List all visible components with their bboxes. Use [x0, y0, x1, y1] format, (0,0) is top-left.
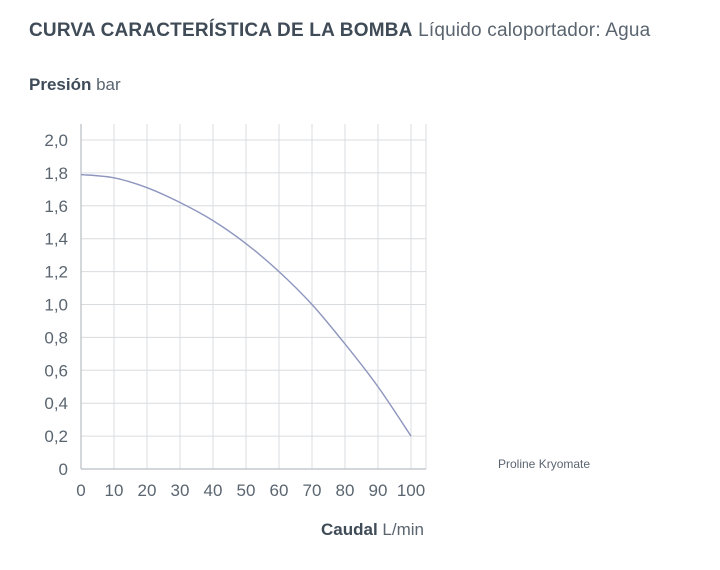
- x-tick-label: 0: [76, 481, 85, 500]
- x-axis-label-name: Caudal: [321, 520, 378, 539]
- y-tick-label: 1,2: [44, 263, 68, 282]
- y-tick-label: 2,0: [44, 131, 68, 150]
- x-tick-label: 10: [105, 481, 124, 500]
- x-tick-label: 30: [171, 481, 190, 500]
- y-tick-label: 1,4: [44, 230, 68, 249]
- y-tick-label: 1,0: [44, 296, 68, 315]
- x-tick-label: 60: [270, 481, 289, 500]
- y-tick-label: 0: [59, 460, 68, 479]
- x-tick-label: 50: [237, 481, 256, 500]
- x-tick-label: 20: [138, 481, 157, 500]
- y-axis-label-name: Presión: [29, 75, 92, 94]
- y-tick-label: 0,4: [44, 394, 68, 413]
- x-tick-label: 80: [336, 481, 355, 500]
- x-axis-label-unit: L/min: [382, 520, 424, 539]
- chart-subtitle: Líquido caloportador: Agua: [418, 20, 651, 41]
- x-tick-label: 70: [303, 481, 322, 500]
- y-axis-label: Presión bar: [29, 75, 121, 95]
- y-tick-label: 1,8: [44, 164, 68, 183]
- legend-label: Proline Kryomate: [498, 457, 590, 471]
- y-tick-label: 1,6: [44, 197, 68, 216]
- chart-title-main: CURVA CARACTERÍSTICA DE LA BOMBA: [29, 20, 413, 41]
- x-tick-label: 90: [369, 481, 388, 500]
- chart-title: CURVA CARACTERÍSTICA DE LA BOMBA Líquido…: [29, 20, 650, 42]
- y-axis-label-unit: bar: [96, 75, 121, 94]
- x-tick-label: 100: [397, 481, 425, 500]
- y-tick-label: 0,6: [44, 361, 68, 380]
- x-axis-label: Caudal L/min: [321, 520, 424, 540]
- y-tick-label: 0,2: [44, 427, 68, 446]
- x-tick-label: 40: [204, 481, 223, 500]
- y-tick-label: 0,8: [44, 328, 68, 347]
- series-line: [80, 173, 412, 437]
